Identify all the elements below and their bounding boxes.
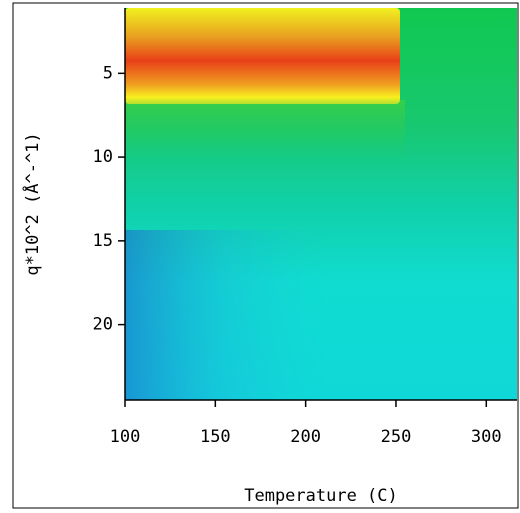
y-axis-label: q*10^2 (Å^-^1)	[21, 132, 43, 275]
x-tick-label: 200	[290, 427, 321, 447]
x-tick-label: 150	[200, 427, 231, 447]
heatmap-high-region	[125, 8, 400, 104]
frame	[12, 2, 519, 509]
x-tick-label: 300	[471, 427, 502, 447]
y-tick-label: 5	[103, 63, 113, 83]
y-tick-label: 15	[93, 231, 113, 251]
x-axis-label: Temperature (C)	[244, 486, 398, 506]
x-tick-label: 100	[110, 427, 141, 447]
heatmap-transition	[125, 100, 405, 160]
heatmap	[125, 8, 517, 400]
y-tick-label: 20	[93, 315, 113, 335]
heatmap-low-region	[125, 230, 325, 400]
x-tick-label: 250	[381, 427, 412, 447]
y-tick-label: 10	[93, 147, 113, 167]
